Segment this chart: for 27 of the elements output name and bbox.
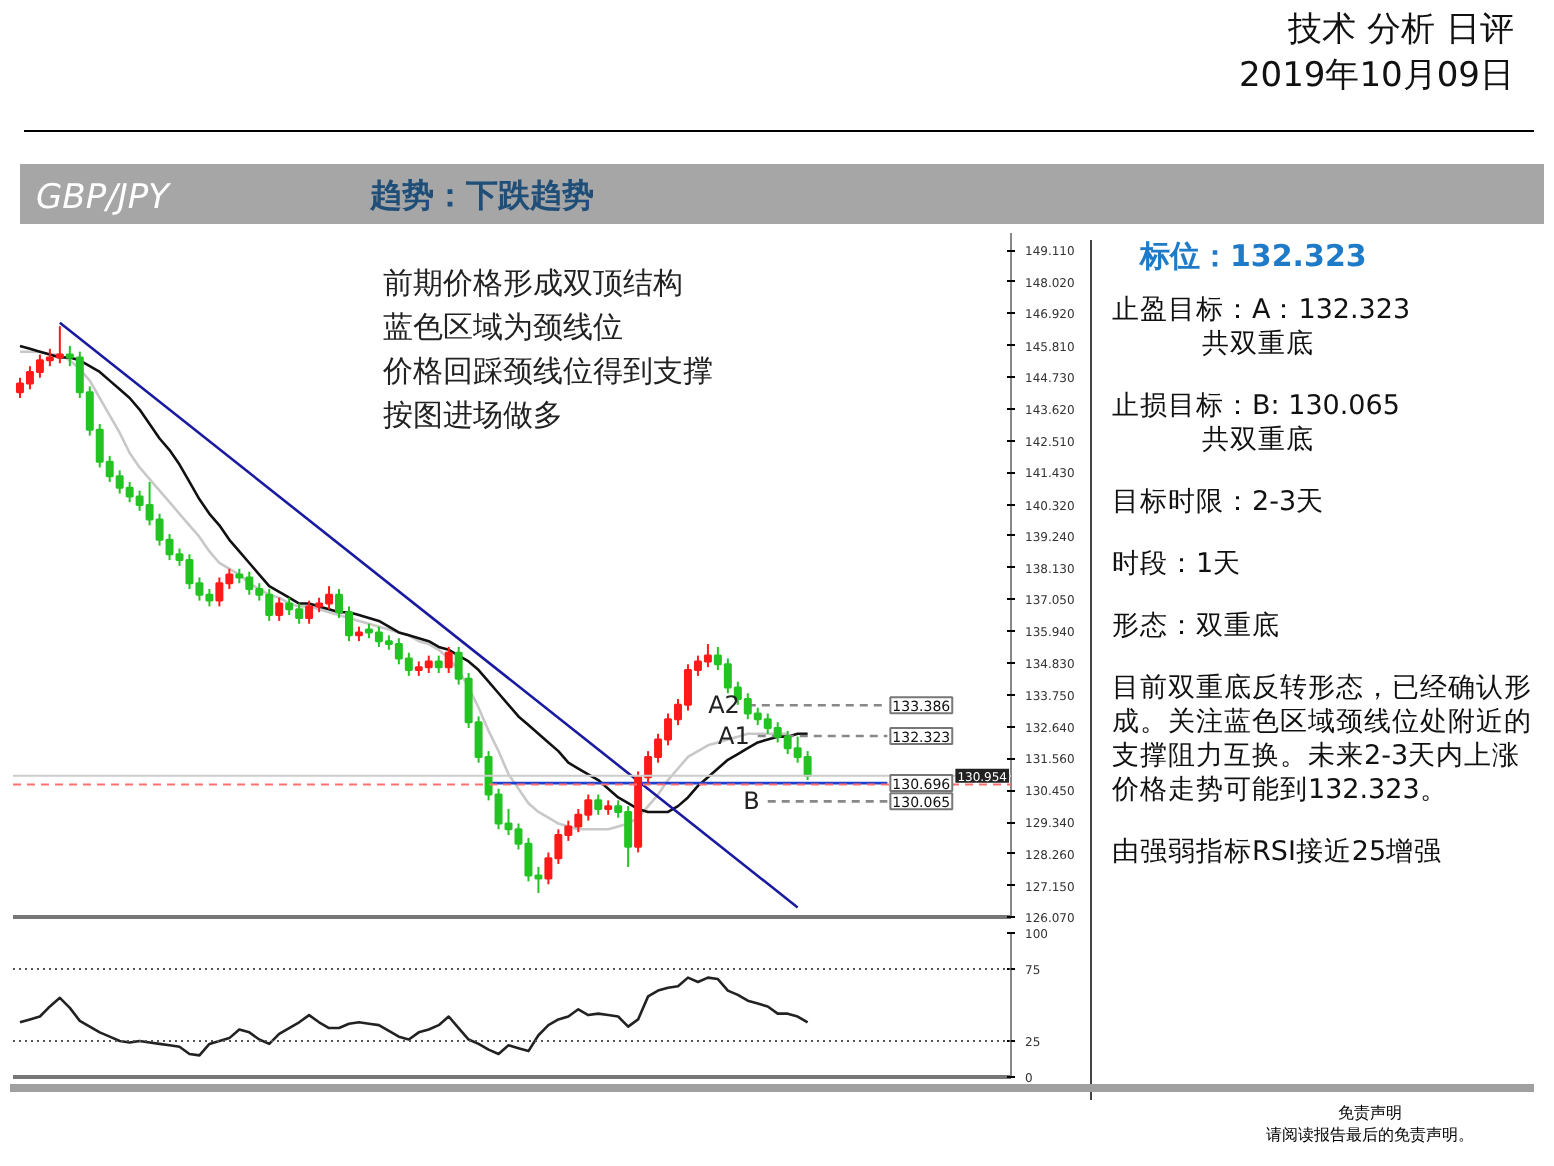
series-label: B xyxy=(743,787,760,816)
text: 标位：132.323 xyxy=(1140,238,1369,274)
text: 技术 分析 日评 xyxy=(1288,10,1514,50)
series-label: A2 xyxy=(708,691,740,720)
candlestick xyxy=(594,793,603,816)
chart-subtitle: 趋势：下跌趋势 xyxy=(370,174,594,218)
annotation: 蓝色区域为颈线位 xyxy=(383,309,623,345)
annotation: 价格回踩颈线位得到支撑 xyxy=(381,353,713,389)
text: 共双重底 xyxy=(1200,328,1316,362)
annotation: 前期价格形成双顶结构 xyxy=(383,265,683,301)
text: 止盈目标：A：132.323 xyxy=(1112,294,1413,328)
text: 2019年10月09日 xyxy=(1238,56,1514,96)
annotation: 按图进场做多 xyxy=(383,397,563,433)
candlestick xyxy=(444,645,453,674)
candlestick xyxy=(275,596,284,622)
text: 由强弱指标RSI接近25增强 xyxy=(1112,836,1445,870)
text: 止损目标：B: 130.065 xyxy=(1112,390,1402,424)
text: 形态：双重底 xyxy=(1112,610,1282,644)
text: 时段：1天 xyxy=(1112,548,1244,582)
chart-title: GBP/JPY xyxy=(36,176,169,222)
text: 目前双重底反转形态，已经确认形成。关注蓝色区域颈线位处附近的支撑阻力互换。未来2-3天内上涨价格走势可能到132.323。 xyxy=(1112,672,1534,808)
text: 请阅读报告最后的免责声明。 xyxy=(1266,1126,1474,1144)
line-series xyxy=(18,976,809,1057)
text: 免责声明 xyxy=(1338,1104,1402,1122)
series-label: A1 xyxy=(718,722,750,750)
text: 共双重底 xyxy=(1200,424,1316,458)
text: 目标时限：2-3天 xyxy=(1112,486,1327,520)
